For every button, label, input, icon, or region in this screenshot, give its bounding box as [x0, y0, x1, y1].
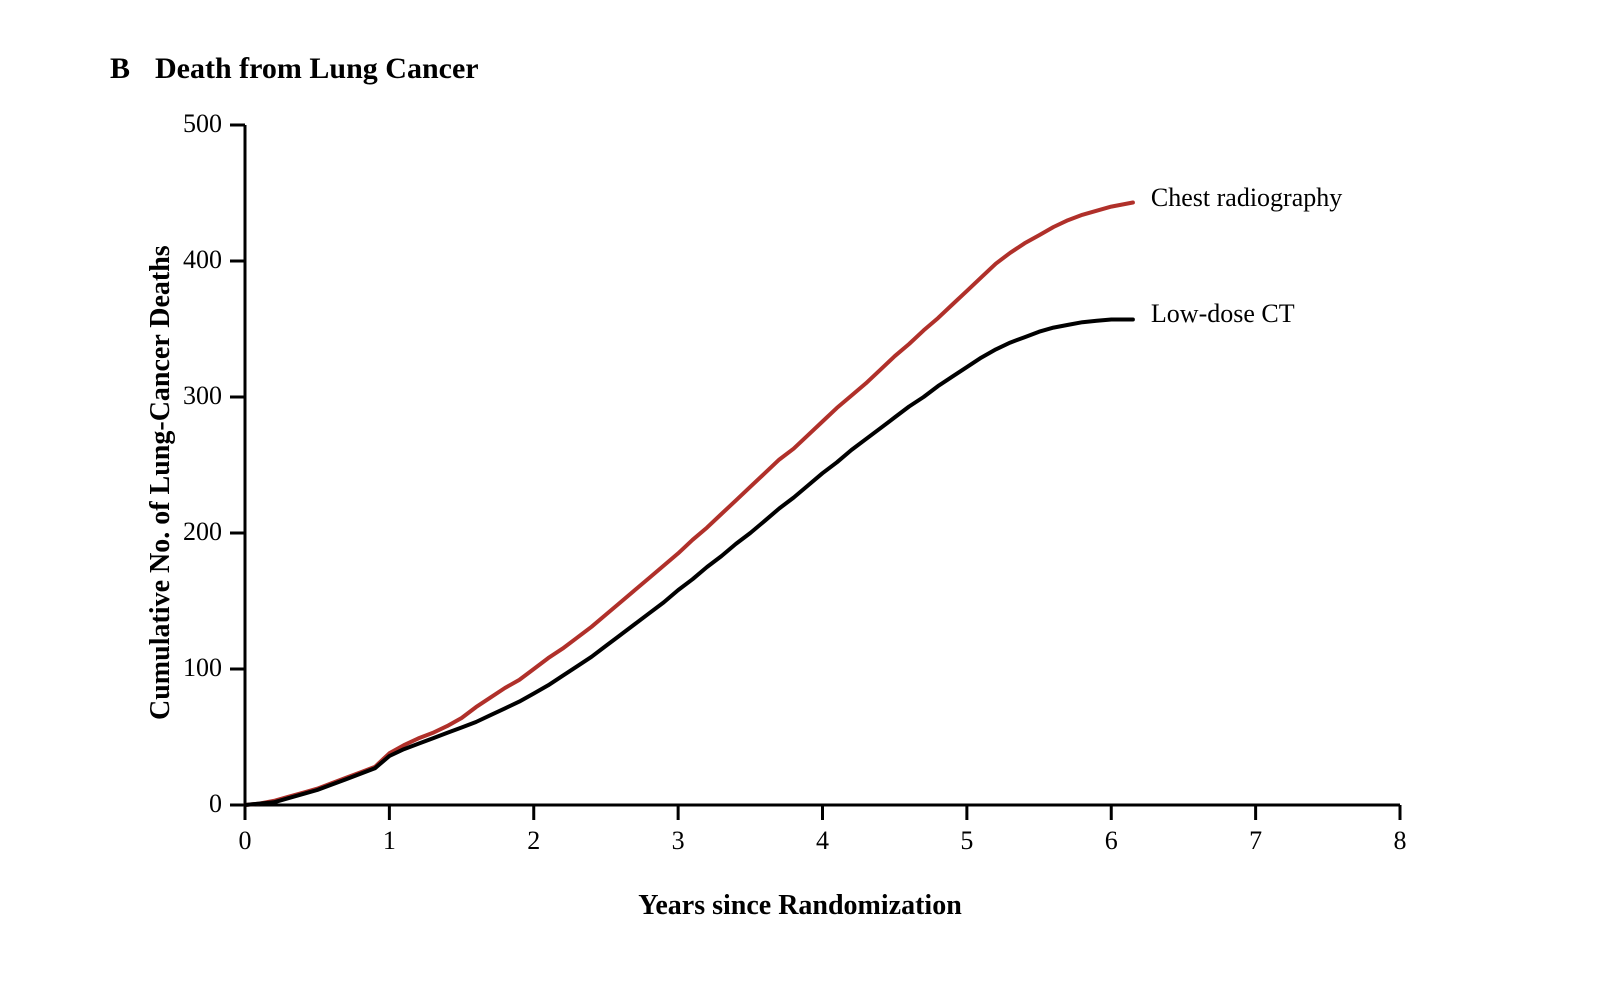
y-tick-label: 500	[183, 109, 222, 139]
y-tick-label: 100	[183, 653, 222, 683]
figure-page: B Death from Lung Cancer Cumulative No. …	[0, 0, 1602, 1005]
series-label: Chest radiography	[1151, 183, 1342, 213]
y-tick-label: 400	[183, 245, 222, 275]
series-label: Low-dose CT	[1151, 299, 1295, 329]
y-tick-label: 300	[183, 381, 222, 411]
x-tick-label: 3	[648, 826, 708, 856]
x-tick-label: 1	[359, 826, 419, 856]
y-tick-label: 0	[209, 789, 222, 819]
x-tick-label: 7	[1226, 826, 1286, 856]
x-tick-label: 6	[1081, 826, 1141, 856]
x-tick-label: 2	[504, 826, 564, 856]
x-tick-label: 4	[793, 826, 853, 856]
x-tick-label: 8	[1370, 826, 1430, 856]
x-tick-label: 5	[937, 826, 997, 856]
x-tick-label: 0	[215, 826, 275, 856]
y-tick-label: 200	[183, 517, 222, 547]
